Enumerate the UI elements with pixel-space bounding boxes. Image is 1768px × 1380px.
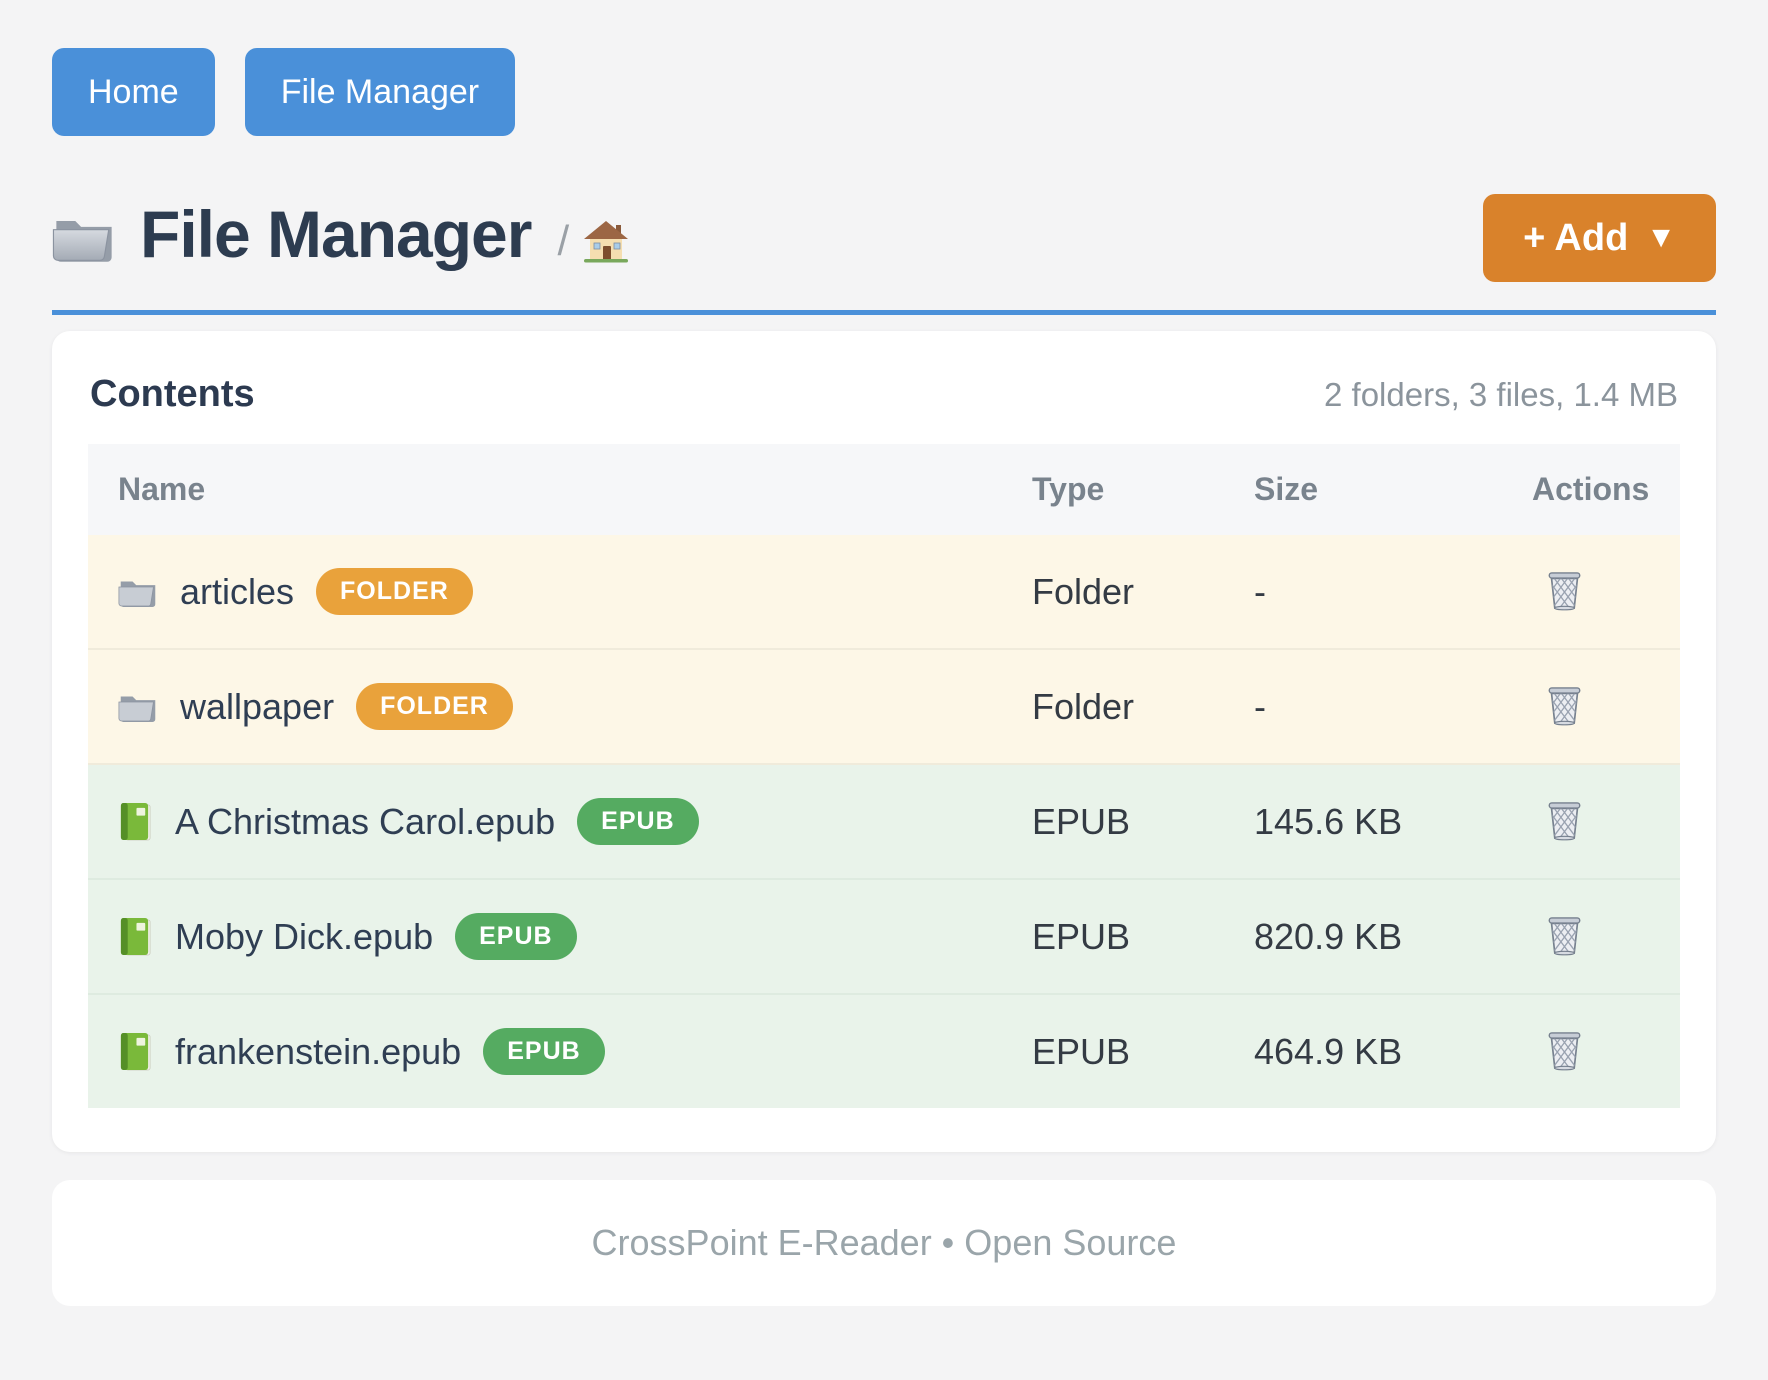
folder-icon (118, 690, 158, 723)
nav-button-home[interactable]: Home (52, 48, 215, 136)
column-header-name: Name (118, 471, 206, 507)
breadcrumb-separator: / (557, 217, 570, 264)
header-divider (52, 310, 1716, 315)
trash-icon (1546, 686, 1583, 729)
delete-button[interactable] (1546, 685, 1583, 729)
title-wrap: File Manager / (52, 196, 629, 272)
trash-icon (1546, 571, 1583, 614)
cell-size: 464.9 KB (1254, 1030, 1403, 1072)
cell-size: 145.6 KB (1254, 800, 1403, 842)
file-name: A Christmas Carol.epub (175, 800, 556, 842)
book-icon (118, 1031, 153, 1072)
table-row[interactable]: A Christmas Carol.epub EPUB EPUB 145.6 K… (88, 764, 1680, 879)
trash-icon (1546, 1031, 1583, 1074)
table-row[interactable]: Moby Dick.epub EPUB EPUB 820.9 KB (88, 879, 1680, 994)
page: Home File Manager File Manager / (52, 48, 1716, 1306)
name-cell[interactable]: articles FOLDER (88, 568, 1032, 615)
delete-button[interactable] (1546, 915, 1583, 959)
cell-size: - (1254, 570, 1266, 612)
add-button[interactable]: + Add ▼ (1483, 194, 1716, 282)
house-icon[interactable] (583, 219, 629, 263)
contents-heading: Contents (90, 373, 255, 415)
name-cell[interactable]: frankenstein.epub EPUB (88, 1028, 1032, 1075)
contents-card-header: Contents 2 folders, 3 files, 1.4 MB (88, 365, 1680, 444)
contents-summary: 2 folders, 3 files, 1.4 MB (1324, 376, 1678, 413)
book-icon (118, 801, 153, 842)
top-nav: Home File Manager (52, 48, 1716, 136)
page-title: File Manager (140, 197, 532, 271)
file-table: Name Type Size Actions (88, 444, 1680, 1108)
cell-actions (1532, 879, 1680, 994)
delete-button[interactable] (1546, 1030, 1583, 1074)
column-header-actions: Actions (1532, 471, 1650, 507)
nav-button-file-manager[interactable]: File Manager (244, 48, 516, 136)
folder-icon (118, 575, 158, 608)
contents-card: Contents 2 folders, 3 files, 1.4 MB Name… (52, 331, 1716, 1152)
table-row[interactable]: frankenstein.epub EPUB EPUB 464.9 KB (88, 994, 1680, 1108)
cell-actions (1532, 994, 1680, 1108)
file-name: wallpaper (180, 685, 335, 727)
name-cell[interactable]: Moby Dick.epub EPUB (88, 913, 1032, 960)
cell-type: Folder (1032, 570, 1135, 612)
cell-actions (1532, 649, 1680, 764)
caret-down-icon: ▼ (1646, 221, 1676, 254)
trash-icon (1546, 801, 1583, 844)
file-name: frankenstein.epub (175, 1030, 462, 1072)
cell-actions (1532, 535, 1680, 649)
add-button-label: + Add (1523, 216, 1629, 259)
cell-actions (1532, 764, 1680, 879)
footer-text: CrossPoint E-Reader • Open Source (591, 1222, 1177, 1263)
column-header-type: Type (1032, 471, 1105, 507)
folder-icon (52, 210, 116, 264)
name-cell[interactable]: wallpaper FOLDER (88, 683, 1032, 730)
cell-type: EPUB (1032, 915, 1131, 957)
trash-icon (1546, 916, 1583, 959)
type-badge: EPUB (577, 798, 699, 845)
delete-button[interactable] (1546, 800, 1583, 844)
header-row: Name Type Size Actions (88, 444, 1680, 535)
cell-size: - (1254, 685, 1266, 727)
cell-type: EPUB (1032, 1030, 1131, 1072)
name-cell[interactable]: A Christmas Carol.epub EPUB (88, 798, 1032, 845)
file-table-head: Name Type Size Actions (88, 444, 1680, 535)
file-table-body: articles FOLDER Folder - (88, 535, 1680, 1108)
table-row[interactable]: wallpaper FOLDER Folder - (88, 649, 1680, 764)
cell-type: EPUB (1032, 800, 1131, 842)
file-name: articles (180, 570, 295, 612)
column-header-size: Size (1254, 471, 1319, 507)
page-header: File Manager / + Add ▼ (52, 186, 1716, 282)
type-badge: FOLDER (316, 568, 473, 615)
book-icon (118, 916, 153, 957)
cell-size: 820.9 KB (1254, 915, 1403, 957)
footer: CrossPoint E-Reader • Open Source (52, 1180, 1716, 1306)
type-badge: EPUB (483, 1028, 605, 1075)
type-badge: FOLDER (356, 683, 513, 730)
delete-button[interactable] (1546, 570, 1583, 614)
file-name: Moby Dick.epub (175, 915, 434, 957)
cell-type: Folder (1032, 685, 1135, 727)
type-badge: EPUB (455, 913, 577, 960)
table-row[interactable]: articles FOLDER Folder - (88, 535, 1680, 649)
